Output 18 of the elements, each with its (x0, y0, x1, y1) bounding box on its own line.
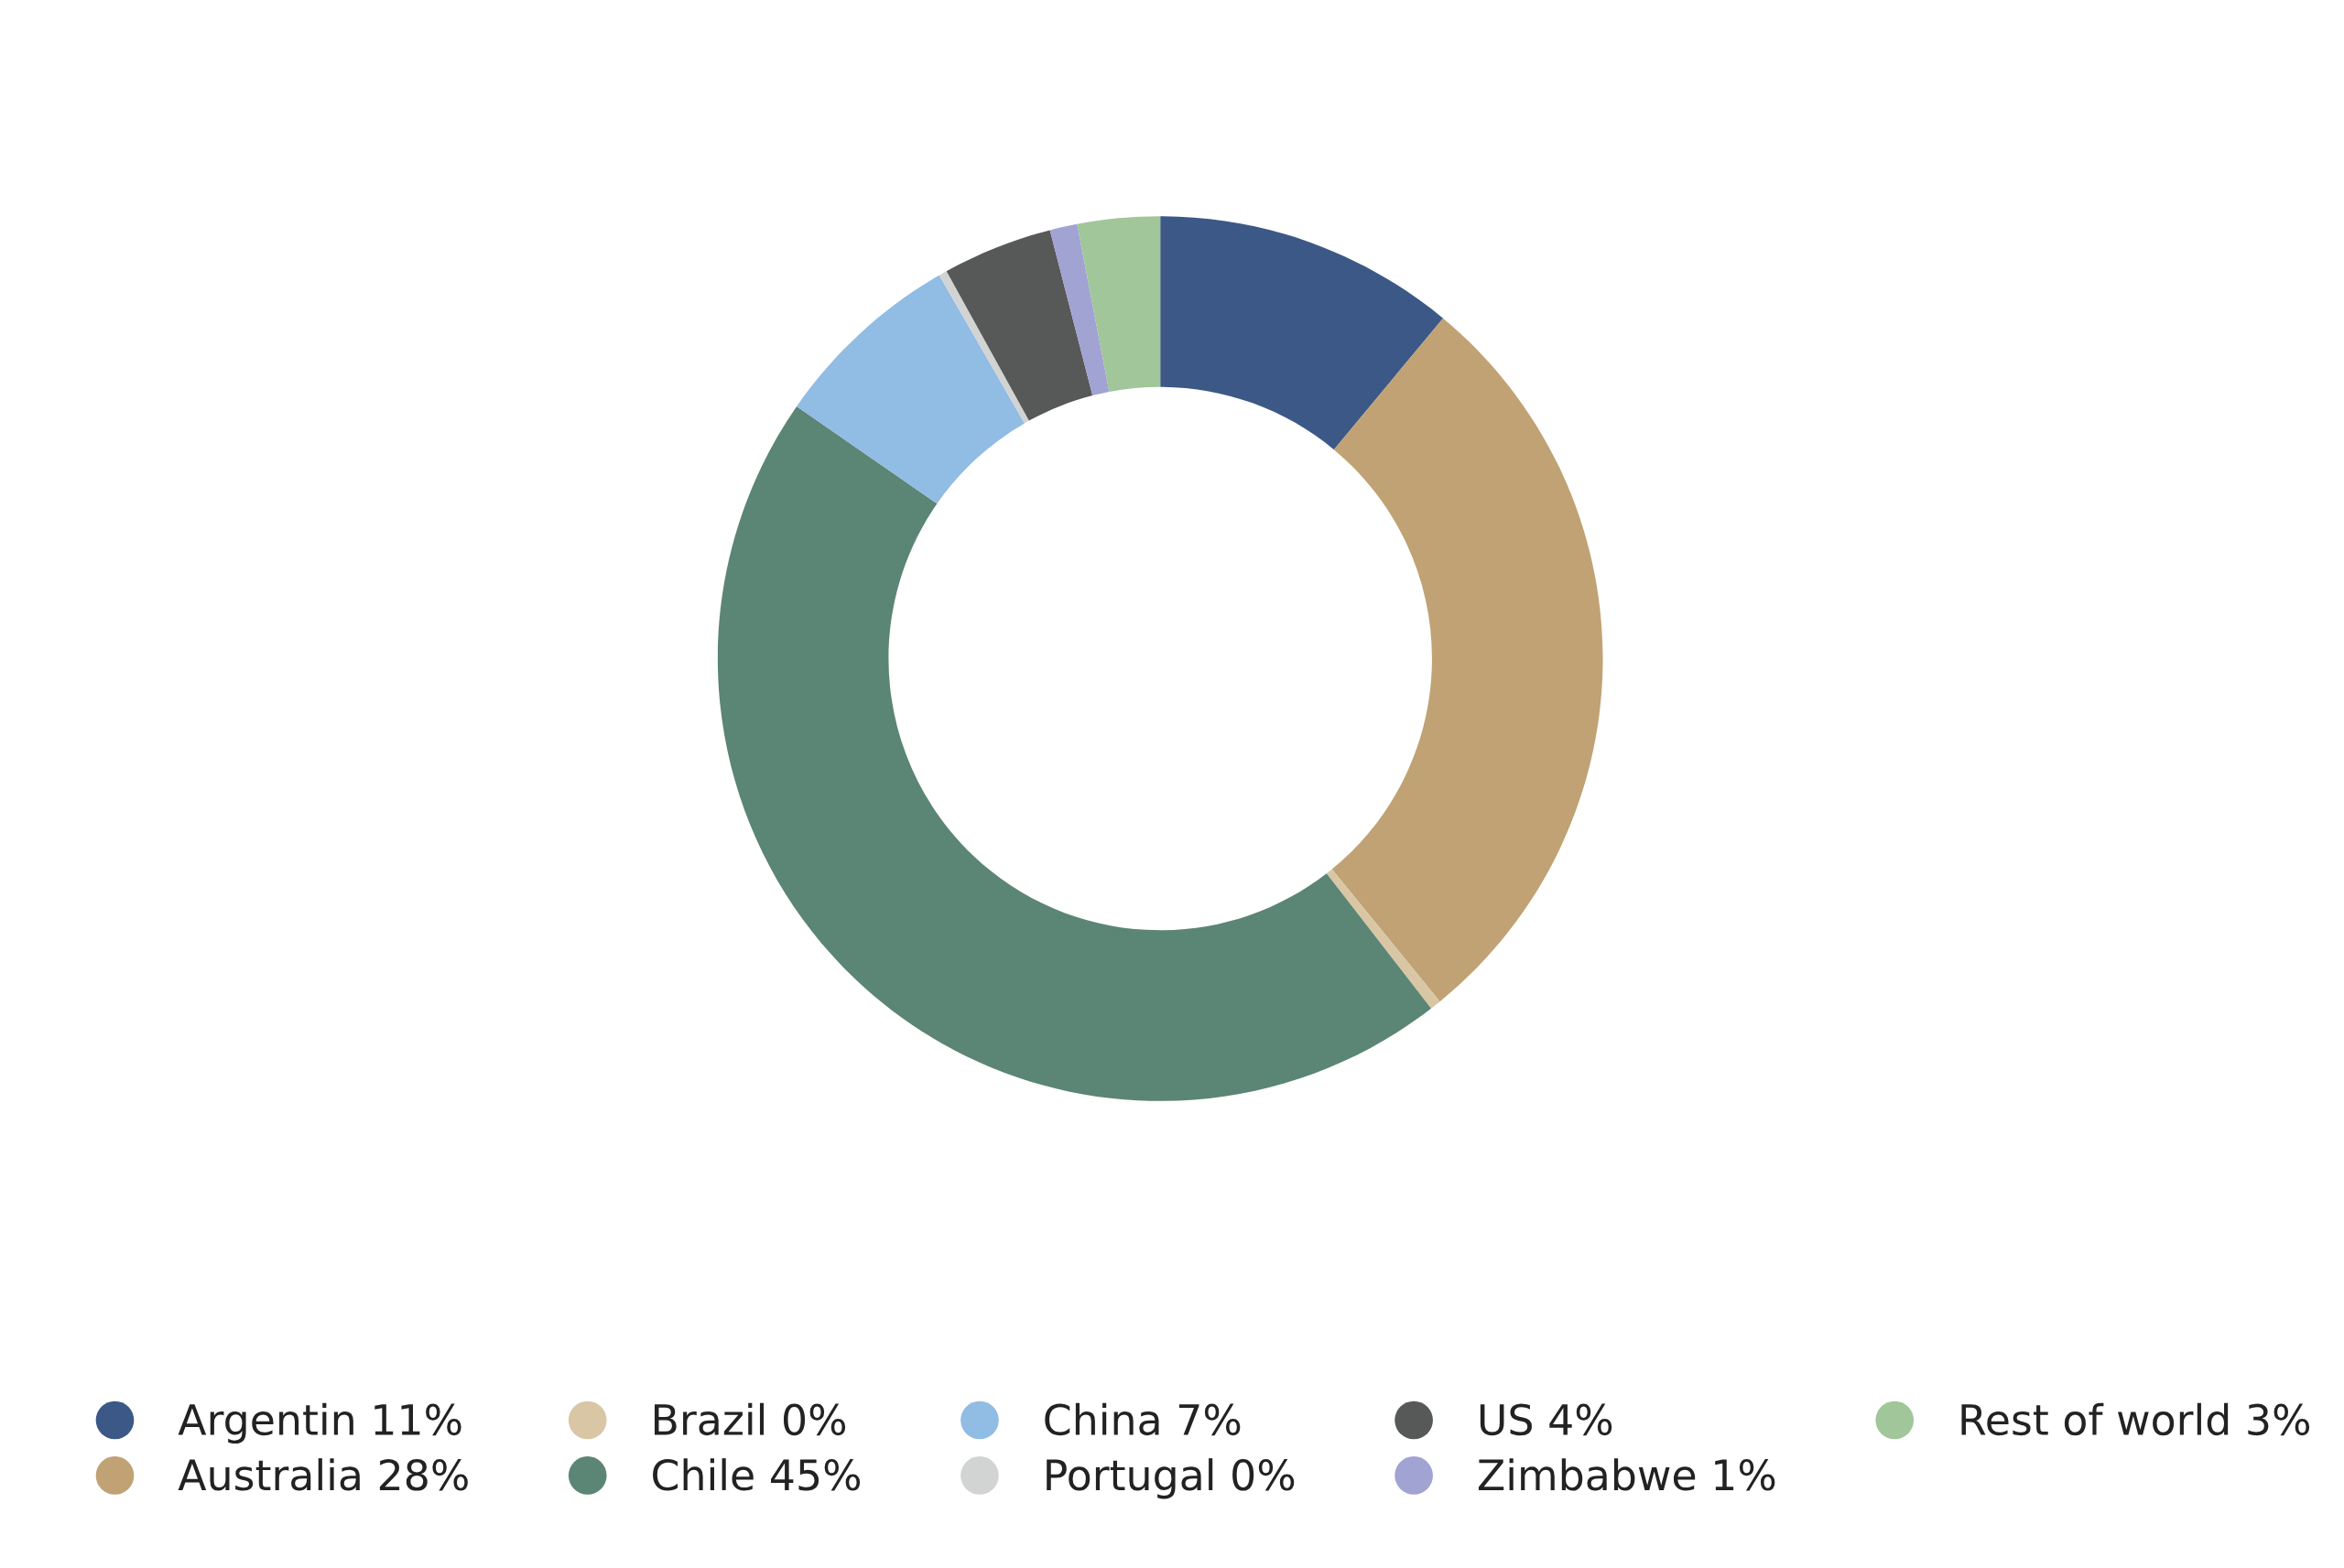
legend-label: Portugal 0% (1047, 1458, 1295, 1499)
legend-label: Chile 45% (653, 1458, 861, 1491)
donut-slice (1326, 869, 1440, 1009)
donut-slice (797, 275, 1025, 504)
legend-label: Brazil 0% (654, 1402, 846, 1436)
donut-slice (1160, 216, 1444, 450)
donut-slice (717, 406, 1431, 1101)
donut-slice (946, 230, 1093, 421)
legend-label: China 7% (1045, 1402, 1241, 1436)
donut-slice (939, 271, 1029, 424)
legend-label: Zimbabwe 1% (1478, 1458, 1775, 1491)
legend-label: Rest of world 3% (1961, 1402, 2310, 1436)
donut-slice (1331, 318, 1603, 1002)
donut-slice (1077, 216, 1161, 392)
legend-label: Argentin 11% (178, 1402, 461, 1444)
legend-label: Australia 28% (178, 1458, 468, 1491)
donut-slice (1049, 223, 1110, 396)
legend-label: US 4% (1480, 1403, 1612, 1436)
